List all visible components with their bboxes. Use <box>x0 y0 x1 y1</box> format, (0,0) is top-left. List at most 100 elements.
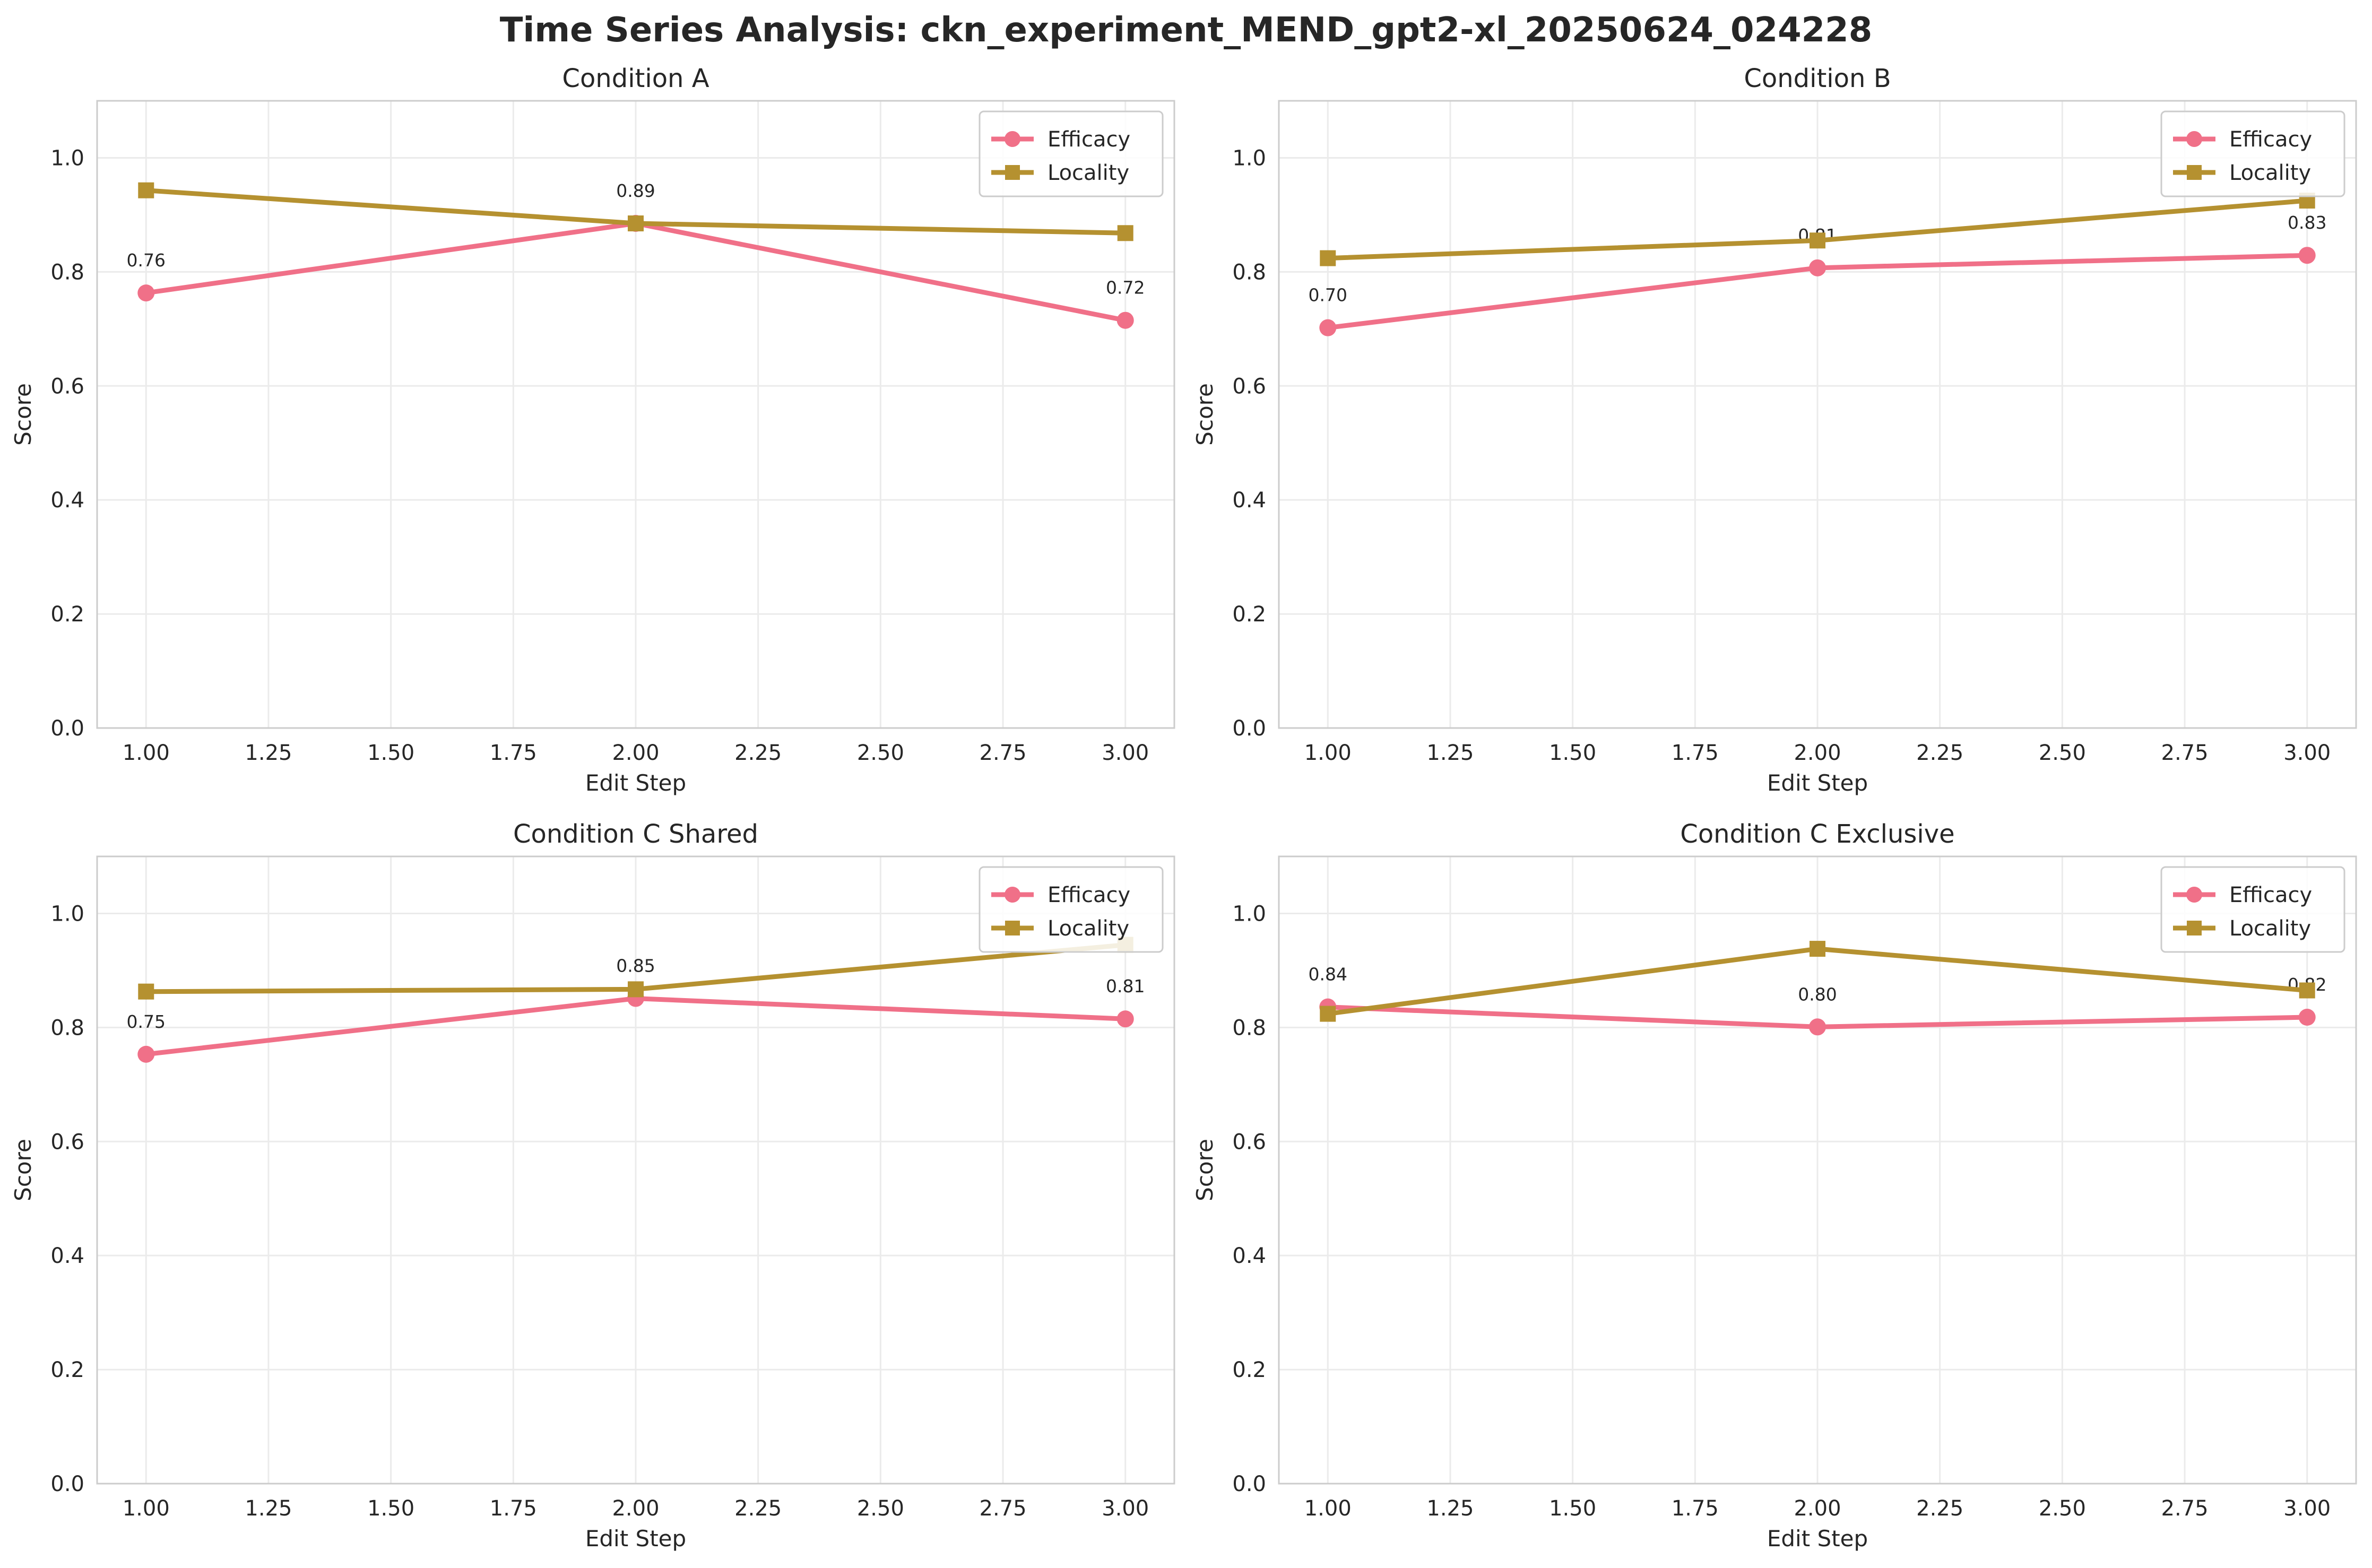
x-tick-label: 2.50 <box>857 741 904 765</box>
y-tick-label: 0.4 <box>50 1244 84 1268</box>
x-tick-label: 3.00 <box>1102 1496 1149 1521</box>
x-tick-label: 2.00 <box>1794 741 1841 765</box>
x-tick-label: 1.50 <box>1549 1496 1596 1521</box>
legend-label: Efficacy <box>2229 127 2312 152</box>
x-tick-label: 2.25 <box>734 741 782 765</box>
y-axis-label: Score <box>1192 1139 1218 1201</box>
x-tick-label: 1.00 <box>1304 741 1352 765</box>
figure-title: Time Series Analysis: ckn_experiment_MEN… <box>500 11 1872 50</box>
data-label: 0.84 <box>1309 964 1347 985</box>
efficacy-point <box>1116 1010 1134 1028</box>
x-tick-label: 2.50 <box>2039 741 2086 765</box>
legend: Efficacy Locality <box>979 866 1164 953</box>
legend-label: Efficacy <box>1048 883 1130 907</box>
x-tick-label: 2.75 <box>2161 1496 2209 1521</box>
legend-marker-square <box>2187 165 2202 180</box>
y-tick-label: 0.2 <box>50 1358 84 1382</box>
legend-label: Locality <box>2229 161 2311 185</box>
data-label: 0.89 <box>616 180 655 201</box>
data-label: 0.80 <box>1798 984 1837 1004</box>
y-tick-label: 0.2 <box>1232 602 1266 627</box>
y-tick-label: 0.8 <box>50 1016 84 1040</box>
locality-point <box>1320 1006 1336 1022</box>
y-tick-label: 0.2 <box>50 602 84 627</box>
chart-title: Condition C Exclusive <box>1680 819 1954 849</box>
locality-point <box>1117 225 1133 241</box>
locality-point <box>138 983 154 1000</box>
x-axis-label: Edit Step <box>585 770 686 796</box>
data-label: 0.81 <box>1106 976 1145 997</box>
y-tick-label: 0.8 <box>50 260 84 284</box>
legend-label: Locality <box>1048 161 1129 185</box>
legend-box <box>979 110 1164 197</box>
chart-title: Condition C Shared <box>513 819 758 849</box>
x-tick-label: 1.50 <box>1549 741 1596 765</box>
chart-title: Condition A <box>562 64 709 93</box>
y-tick-label: 0.6 <box>50 1130 84 1154</box>
locality-point <box>138 182 154 198</box>
x-tick-label: 1.50 <box>367 1496 414 1521</box>
legend-marker-circle <box>1005 131 1020 147</box>
locality-point <box>628 215 644 232</box>
data-label: 0.85 <box>616 956 655 976</box>
data-label: 0.76 <box>127 250 166 271</box>
x-tick-label: 1.25 <box>245 741 292 765</box>
legend-box <box>2160 110 2345 197</box>
legend-marker-square <box>2187 921 2202 935</box>
legend-label: Locality <box>2229 916 2311 941</box>
efficacy-point <box>2298 247 2316 264</box>
y-tick-label: 0.0 <box>50 716 84 741</box>
x-tick-label: 2.75 <box>980 1496 1027 1521</box>
x-tick-label: 2.25 <box>1916 1496 1963 1521</box>
legend: Efficacy Locality <box>2160 110 2345 197</box>
y-tick-label: 0.0 <box>1232 716 1266 741</box>
y-axis-label: Score <box>1192 383 1218 446</box>
legend-label: Locality <box>1048 916 1129 941</box>
efficacy-point <box>1116 311 1134 329</box>
y-tick-label: 0.4 <box>50 488 84 513</box>
x-tick-label: 1.25 <box>245 1496 292 1521</box>
x-axis-label: Edit Step <box>585 1526 686 1552</box>
y-tick-label: 0.6 <box>1232 1130 1266 1154</box>
y-tick-label: 0.8 <box>1232 260 1266 284</box>
x-tick-label: 2.25 <box>1916 741 1963 765</box>
legend-marker-square <box>1005 165 1020 180</box>
y-tick-label: 0.6 <box>50 374 84 399</box>
data-label: 0.83 <box>2288 212 2326 233</box>
y-tick-label: 1.0 <box>50 902 84 926</box>
legend-label: Efficacy <box>1048 127 1130 152</box>
legend-label: Efficacy <box>2229 883 2312 907</box>
y-tick-label: 0.2 <box>1232 1358 1266 1382</box>
locality-point <box>2299 982 2315 999</box>
efficacy-point <box>137 1045 155 1063</box>
x-tick-label: 1.25 <box>1426 741 1474 765</box>
x-tick-label: 2.00 <box>612 741 659 765</box>
x-tick-label: 1.00 <box>1304 1496 1352 1521</box>
y-tick-label: 0.8 <box>1232 1016 1266 1040</box>
y-tick-label: 1.0 <box>1232 902 1266 926</box>
y-tick-label: 0.6 <box>1232 374 1266 399</box>
legend-marker-circle <box>2186 887 2202 903</box>
y-tick-label: 1.0 <box>1232 146 1266 170</box>
x-tick-label: 2.25 <box>734 1496 782 1521</box>
x-tick-label: 1.75 <box>1672 741 1719 765</box>
locality-point <box>1810 232 1825 249</box>
locality-point <box>628 981 644 998</box>
chart-panel: 1.00 1.25 1.50 1.75 2.00 2.25 2.50 2.75 3.00 0.0 0… <box>10 819 1175 1552</box>
legend-marker-square <box>1005 921 1020 935</box>
x-tick-label: 1.75 <box>490 1496 537 1521</box>
x-tick-label: 3.00 <box>2283 741 2331 765</box>
x-tick-label: 2.00 <box>1794 1496 1841 1521</box>
efficacy-point <box>2298 1009 2316 1026</box>
plot-frame <box>96 855 1175 1485</box>
x-tick-label: 3.00 <box>2283 1496 2331 1521</box>
data-label: 0.75 <box>127 1011 166 1032</box>
y-tick-label: 0.4 <box>1232 1244 1266 1268</box>
efficacy-point <box>137 284 155 302</box>
x-axis-label: Edit Step <box>1767 770 1868 796</box>
y-tick-label: 1.0 <box>50 146 84 170</box>
chart-panel: 1.00 1.25 1.50 1.75 2.00 2.25 2.50 2.75 3.00 0.0 0… <box>1192 819 2357 1552</box>
legend-box <box>979 866 1164 953</box>
y-axis-label: Score <box>10 1139 36 1201</box>
